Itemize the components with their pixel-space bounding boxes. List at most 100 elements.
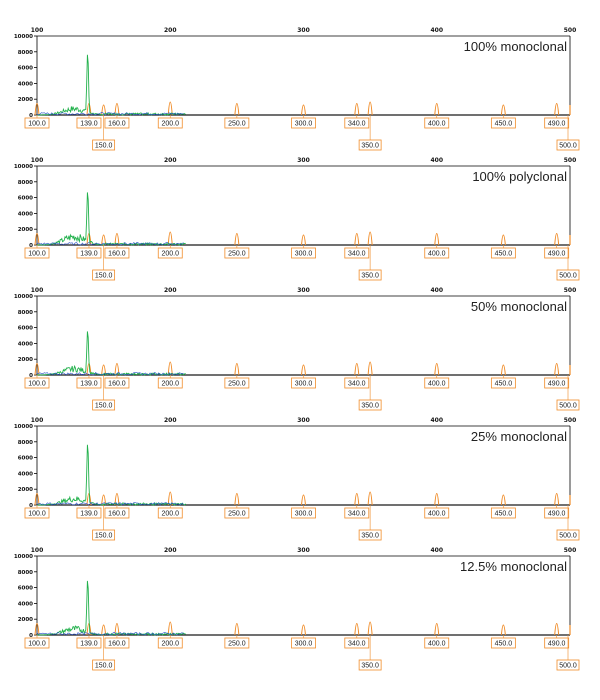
x-tick-label: 200 [164,417,177,424]
panel-4: 100 200 300 400 500 10000 8000 6000 4000 2000 0 25%… [14,417,580,541]
panel-1: 100 200 300 400 500 10000 8000 6000 4000 2000 0 100… [14,27,580,151]
size-label-box [358,139,382,151]
size-label: 340.0 [348,511,366,518]
size-label: 139.0 [80,121,98,128]
x-tick-label: 100 [31,547,44,554]
size-label: 490.0 [548,511,566,518]
size-label: 150.0 [95,533,113,540]
size-label: 200.0 [161,641,179,648]
size-standard-peak [167,491,173,506]
sample-trace [37,444,187,507]
size-label: 400.0 [428,121,446,128]
y-tick-label: 10000 [14,424,33,430]
size-label-box [104,377,130,389]
size-standard-peak [101,494,107,506]
size-label-box [24,507,50,519]
size-label: 250.0 [228,641,246,648]
panel-5: 100 200 300 400 500 10000 8000 6000 4000 2000 0 12.… [14,547,580,671]
size-label: 300.0 [295,121,313,128]
size-standard-peak [167,231,173,246]
size-label: 300.0 [295,641,313,648]
size-label: 490.0 [548,121,566,128]
size-label: 500.0 [559,533,577,540]
size-label-box [490,117,516,129]
y-tick-label: 2000 [18,617,33,623]
size-standard-peak [500,234,506,246]
size-label-box [76,377,102,389]
size-label-box [358,399,382,411]
y-tick-label: 2000 [18,357,33,363]
size-label: 450.0 [495,381,513,388]
size-standard-peak [34,233,40,246]
size-standard-peak [354,493,360,506]
size-label: 160.0 [108,381,126,388]
size-standard-peak [554,233,560,246]
size-standard-peak [114,363,120,376]
size-label: 340.0 [348,121,366,128]
size-label: 340.0 [348,251,366,258]
size-standard-peak [101,234,107,246]
y-tick-label: 8000 [18,180,33,186]
size-standard-peak [354,103,360,116]
size-standard-peak [434,363,440,376]
x-tick-label: 300 [297,547,310,554]
size-standard-peak [234,233,240,246]
size-label-box [157,637,183,649]
size-standard-peak [301,364,306,376]
size-label: 150.0 [95,663,113,670]
sample-trace [37,192,186,246]
y-tick-label: 0 [29,503,33,509]
x-tick-label: 100 [31,157,44,164]
size-label-box [157,117,183,129]
size-label: 350.0 [361,663,379,670]
y-tick-label: 10000 [14,294,33,300]
size-label-box [24,637,50,649]
size-standard-peak [554,363,560,376]
size-standard-peak [500,364,506,376]
size-label: 160.0 [108,121,126,128]
panel-title: 12.5% monoclonal [460,559,567,574]
size-label: 400.0 [428,381,446,388]
size-standard-peak [114,103,120,116]
y-tick-label: 4000 [18,471,33,477]
size-label: 350.0 [361,143,379,150]
size-standard-peak [367,231,373,246]
y-tick-label: 0 [29,243,33,249]
secondary-trace [36,632,184,636]
size-label-box [24,247,50,259]
size-label-box [224,637,250,649]
size-label: 160.0 [108,641,126,648]
y-tick-label: 8000 [18,310,33,316]
size-label: 250.0 [228,251,246,258]
size-standard-peak [301,624,306,636]
size-label: 139.0 [80,641,98,648]
size-label-box [291,637,316,649]
size-standard-peak [114,623,120,636]
size-label: 250.0 [228,511,246,518]
x-tick-label: 200 [164,27,177,34]
size-label: 200.0 [161,121,179,128]
size-label-box [424,377,450,389]
size-label: 150.0 [95,403,113,410]
size-standard-peak [301,104,306,116]
y-tick-label: 6000 [18,326,33,332]
size-label-box [544,247,570,259]
y-tick-label: 2000 [18,97,33,103]
size-label: 200.0 [161,511,179,518]
y-tick-label: 4000 [18,81,33,87]
x-tick-label: 400 [430,287,443,294]
x-tick-label: 100 [31,287,44,294]
y-tick-label: 4000 [18,211,33,217]
y-tick-label: 6000 [18,196,33,202]
size-label-box [291,377,316,389]
size-label: 400.0 [428,251,446,258]
x-tick-label: 100 [31,417,44,424]
size-standard-peak [34,103,40,116]
size-standard-peak [434,493,440,506]
y-tick-label: 10000 [14,34,33,40]
x-tick-label: 500 [564,547,577,554]
size-label: 340.0 [348,641,366,648]
size-standard-peak [554,493,560,506]
panel-2: 100 200 300 400 500 10000 8000 6000 4000 2000 0 100… [14,157,580,281]
size-standard-peak [114,233,120,246]
